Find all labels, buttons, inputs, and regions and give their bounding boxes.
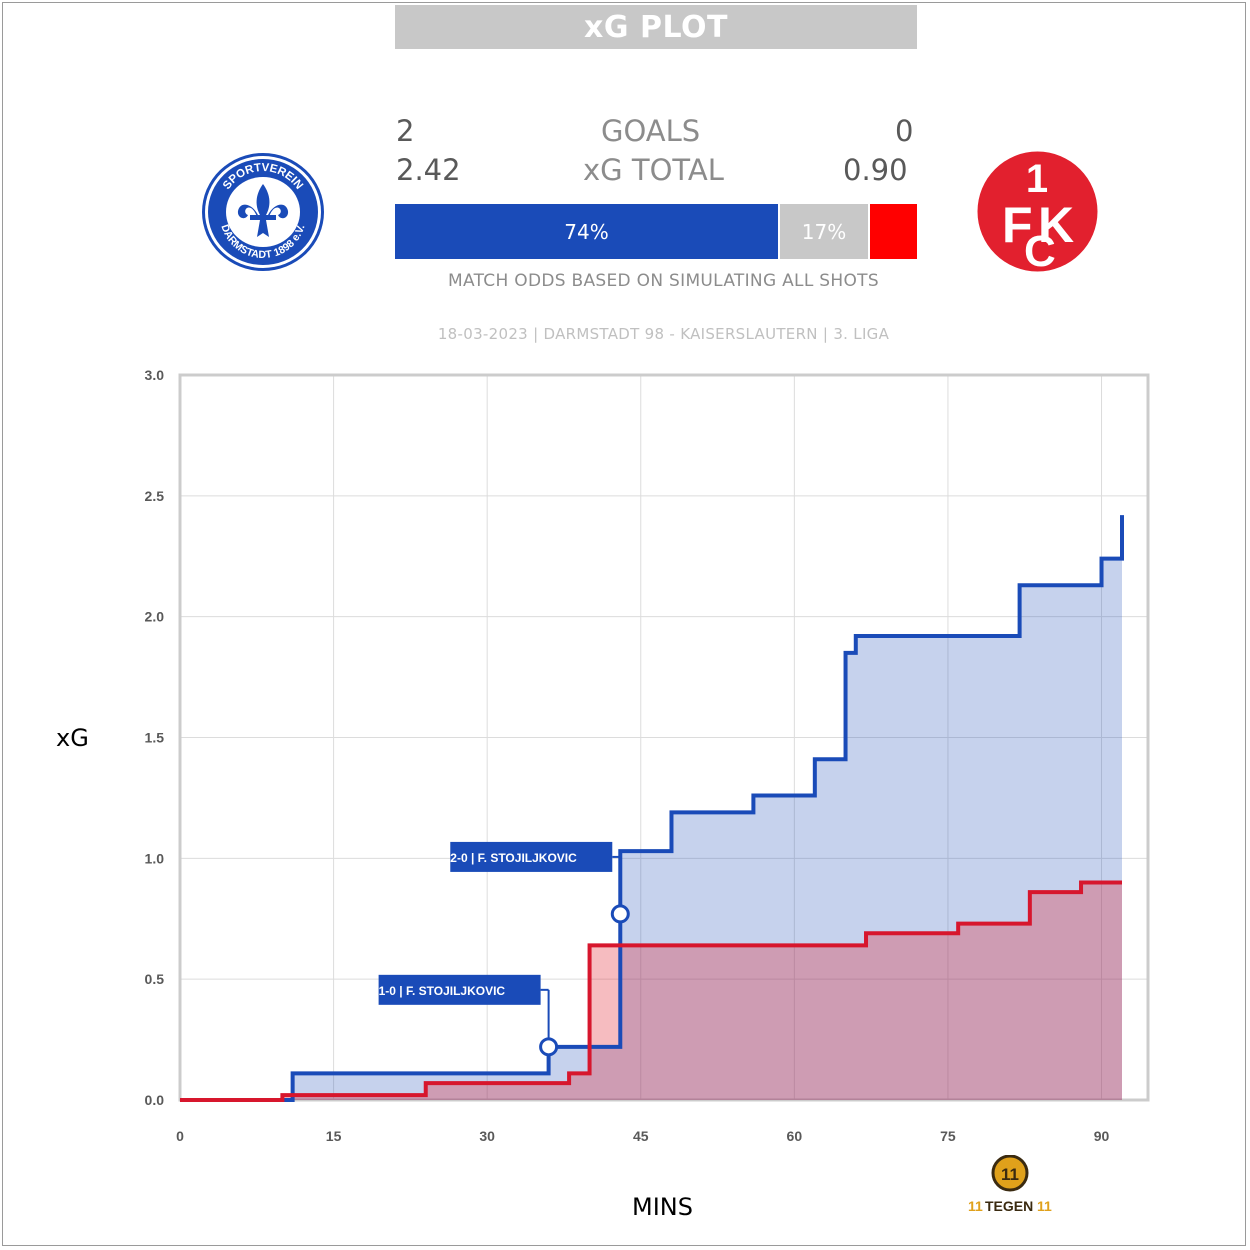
- x-tick-label: 0: [176, 1128, 184, 1144]
- away-win-segment: [870, 204, 917, 259]
- svg-text:1: 1: [1026, 157, 1048, 201]
- plot-border: [178, 373, 1150, 1102]
- x-tick-label: 75: [940, 1128, 956, 1144]
- match-odds-bar: 74% 17%: [395, 204, 917, 259]
- goal-marker: [539, 1037, 559, 1057]
- y-tick-label: 2.0: [145, 609, 165, 625]
- goal-marker: [610, 904, 630, 924]
- goal-label: 2-0 | F. STOJILJKOVIC: [450, 851, 577, 865]
- brand-badge: 11: [1001, 1165, 1019, 1184]
- brand-logo: 11 11 TEGEN 11: [968, 1155, 1052, 1214]
- home-xg: 2.42: [396, 153, 461, 187]
- away-xg: 0.90: [843, 153, 908, 187]
- x-axis-label: MINS: [632, 1193, 693, 1221]
- match-info: 18-03-2023 | DARMSTADT 98 - KAISERSLAUTE…: [437, 325, 890, 343]
- x-tick-label: 30: [479, 1128, 495, 1144]
- goal-label: 1-0 | F. STOJILJKOVIC: [379, 984, 506, 998]
- home-win-segment: 74%: [395, 204, 778, 259]
- series-area-0: [180, 515, 1122, 1100]
- svg-text:11: 11: [1037, 1198, 1052, 1214]
- x-tick-label: 60: [787, 1128, 803, 1144]
- y-tick-label: 0.5: [145, 971, 165, 987]
- brand-badge-icon: [991, 1155, 1029, 1192]
- fleur-de-lis-icon: [237, 184, 289, 237]
- series-area-1: [180, 882, 1122, 1100]
- goal-label-box: [450, 841, 613, 872]
- series-line-1: [180, 880, 1122, 1102]
- y-tick-label: 1.0: [145, 850, 165, 866]
- svg-text:11: 11: [968, 1198, 983, 1214]
- y-tick-label: 1.5: [145, 730, 165, 746]
- y-tick-label: 0.0: [145, 1092, 165, 1108]
- svg-text:K: K: [1038, 197, 1074, 253]
- draw-label: 17%: [801, 219, 847, 244]
- goal-label-box: [378, 974, 541, 1005]
- odds-caption: MATCH ODDS BASED ON SIMULATING ALL SHOTS: [448, 271, 879, 291]
- home-win-label: 74%: [564, 219, 609, 244]
- kaiserslautern-crest: 1 F K C: [977, 151, 1098, 273]
- x-tick-label: 90: [1094, 1128, 1110, 1144]
- y-axis-label: xG: [56, 724, 89, 752]
- away-goals: 0: [895, 114, 914, 148]
- y-tick-label: 3.0: [145, 367, 165, 383]
- draw-segment: 17%: [780, 204, 868, 259]
- home-goals: 2: [396, 114, 415, 148]
- svg-text:F: F: [1002, 197, 1033, 253]
- x-tick-label: 15: [326, 1128, 342, 1144]
- goals-label: GOALS: [601, 114, 701, 148]
- y-tick-label: 2.5: [145, 488, 165, 504]
- xg-total-label: xG TOTAL: [583, 153, 724, 187]
- page-title: xG PLOT: [395, 5, 917, 49]
- brand-text: TEGEN: [985, 1198, 1033, 1214]
- svg-text:C: C: [1024, 227, 1056, 273]
- x-tick-label: 45: [633, 1128, 649, 1144]
- darmstadt-crest: SPORTVEREIN DARMSTADT 1898 e.V.: [202, 153, 324, 271]
